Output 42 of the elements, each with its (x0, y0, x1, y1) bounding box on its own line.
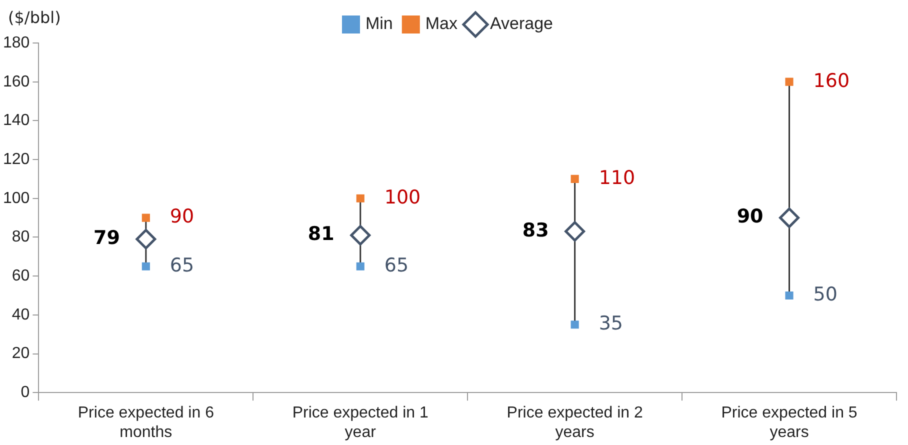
data-label: 90 (170, 206, 194, 228)
point (356, 262, 364, 270)
x-tick-label: Price expected in 1 year (292, 404, 429, 441)
x-tick-label: Price expected in 5 years (721, 404, 858, 441)
point (570, 320, 579, 329)
data-label: 90 (736, 206, 764, 228)
legend-label: Min (365, 14, 393, 34)
data-label: 110 (598, 166, 636, 189)
y-tick-label: 140 (2, 112, 30, 130)
y-tick-label: 120 (2, 150, 30, 168)
data-label: 35 (598, 312, 624, 335)
y-tick-label: 100 (2, 190, 30, 207)
point (142, 262, 150, 270)
y-tick-label: 160 (2, 73, 30, 90)
data-label: 65 (384, 254, 409, 276)
data-label: 81 (308, 223, 334, 246)
point (356, 194, 364, 202)
y-tick-label: 60 (12, 267, 30, 284)
legend-label: Average (490, 14, 554, 34)
point (785, 78, 794, 86)
y-tick-label: 40 (12, 306, 30, 324)
y-axis-title: ($/bbl) (8, 8, 61, 27)
x-tick-label: Price expected in 2 years (506, 404, 643, 441)
data-label: 100 (384, 186, 421, 208)
legend-label: Max (425, 14, 458, 34)
data-label: 83 (522, 219, 549, 242)
point (136, 228, 156, 250)
x-tick-label: Price expected in 6 months (78, 404, 214, 441)
point (570, 174, 579, 183)
point (785, 291, 794, 300)
y-tick-label: 180 (2, 34, 30, 52)
point (564, 221, 586, 242)
y-tick-label: 20 (12, 345, 30, 362)
point (779, 208, 800, 228)
data-label: 65 (170, 254, 194, 276)
point (350, 225, 371, 246)
data-label: 50 (813, 283, 838, 306)
y-tick-label: 0 (20, 384, 30, 402)
data-label: 79 (93, 227, 120, 250)
data-label: 160 (813, 70, 850, 92)
y-tick-label: 80 (12, 228, 30, 246)
point (142, 214, 150, 222)
